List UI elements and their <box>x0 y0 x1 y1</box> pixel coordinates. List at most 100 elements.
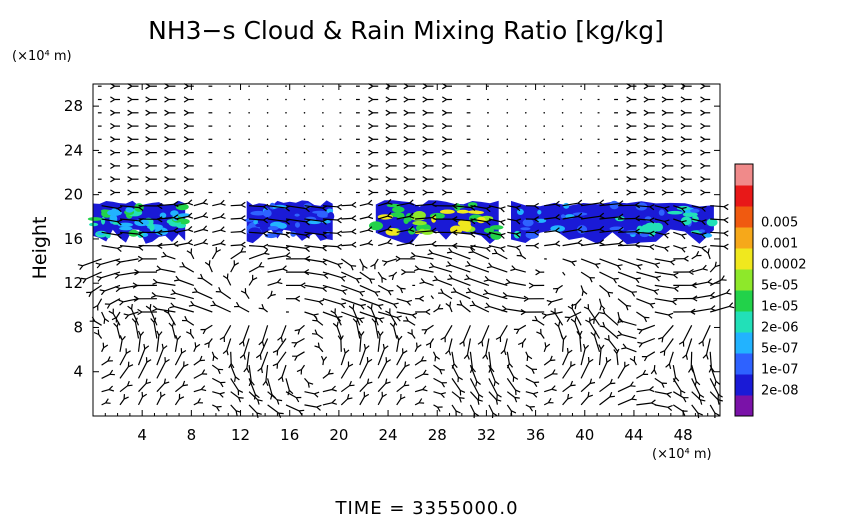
arrow-head <box>464 355 469 360</box>
arrow-shaft <box>139 397 143 405</box>
cloud-blob <box>520 227 530 230</box>
arrow-head <box>370 279 375 284</box>
arrow-dot <box>525 192 527 194</box>
colorbar-swatch <box>735 227 753 249</box>
arrow-head <box>188 226 193 231</box>
arrow-head <box>627 163 631 168</box>
arrow-head <box>638 265 643 270</box>
arrow-head <box>681 150 685 155</box>
arrow-shaft <box>663 325 673 337</box>
arrow-shaft <box>655 299 673 302</box>
wind-arrow <box>517 251 526 259</box>
wind-arrow <box>644 110 655 115</box>
wind-arrow <box>248 112 250 114</box>
wind-arrow <box>524 296 544 301</box>
arrow-head <box>441 393 446 398</box>
wind-arrow <box>507 405 516 416</box>
arrow-shaft <box>249 253 264 259</box>
wind-arrow <box>128 124 139 129</box>
arrow-head <box>442 137 446 142</box>
wind-arrow <box>580 165 582 167</box>
arrow-dot <box>285 139 287 141</box>
wind-arrow <box>304 178 306 180</box>
arrow-head <box>644 150 648 155</box>
wind-arrow <box>322 356 327 365</box>
wind-arrow <box>273 352 286 369</box>
wind-arrow <box>483 339 489 360</box>
arrow-head <box>483 355 488 360</box>
arrow-head <box>146 379 151 384</box>
arrow-shaft <box>305 299 320 302</box>
arrow-head <box>644 97 648 102</box>
arrow-head <box>572 261 577 266</box>
colorbar-swatch <box>735 248 753 270</box>
arrow-head <box>223 274 228 279</box>
arrow-head <box>627 190 631 195</box>
wind-arrow <box>710 392 723 405</box>
arrow-shaft <box>397 243 410 246</box>
arrow-head <box>441 337 446 342</box>
arrow-head <box>446 262 451 267</box>
arrow-shaft <box>655 272 674 275</box>
arrow-head <box>157 331 162 336</box>
arrow-shaft <box>600 362 607 378</box>
arrow-dot <box>525 139 527 141</box>
wind-arrow <box>532 316 544 325</box>
wind-arrow <box>102 343 108 352</box>
wind-arrow <box>658 325 673 342</box>
wind-arrow <box>470 352 475 373</box>
arrow-shaft <box>260 339 267 355</box>
wind-arrow <box>132 318 138 339</box>
arrow-head <box>724 231 728 236</box>
wind-arrow <box>562 139 564 141</box>
arrow-head <box>382 278 387 283</box>
wind-arrow <box>423 97 434 102</box>
arrow-head <box>701 150 705 155</box>
arrow-head <box>128 304 133 309</box>
wind-arrow <box>267 139 269 141</box>
arrow-shaft <box>360 384 368 392</box>
arrow-shaft <box>249 267 259 273</box>
arrow-head <box>146 163 150 168</box>
arrow-shaft <box>669 352 673 364</box>
cloud-blob <box>248 227 261 235</box>
wind-arrow <box>673 405 687 416</box>
cloud-segment <box>511 201 718 245</box>
arrow-dot <box>304 85 306 87</box>
arrow-shaft <box>544 361 550 366</box>
arrow-head <box>532 316 537 321</box>
arrow-head <box>279 413 284 418</box>
colorbar-label: 2e-06 <box>761 321 799 336</box>
colorbar-swatch <box>735 311 753 333</box>
arrow-head <box>442 163 446 168</box>
wind-arrow <box>704 248 710 259</box>
arrow-head <box>496 400 501 405</box>
arrow-shaft <box>489 392 497 400</box>
arrow-head <box>378 305 383 310</box>
arrow-shaft <box>424 282 433 285</box>
wind-arrow <box>681 177 692 182</box>
arrow-head <box>497 395 502 400</box>
y-axis-label: Height <box>29 217 51 280</box>
arrow-dot <box>248 192 250 194</box>
arrow-dot <box>580 125 582 127</box>
wind-arrow <box>415 356 426 365</box>
x-tick-label: 16 <box>280 426 299 444</box>
arrow-shaft <box>471 292 489 299</box>
arrow-head <box>460 342 465 347</box>
arrow-dot <box>580 165 582 167</box>
wind-arrow <box>305 378 314 387</box>
arrow-dot <box>580 112 582 114</box>
arrow-shaft <box>655 246 665 248</box>
arrow-head <box>494 381 499 386</box>
arrow-shaft <box>231 218 242 219</box>
wind-arrow <box>415 296 424 301</box>
y-unit-label: (×10⁴ m) <box>12 49 72 64</box>
arrow-head <box>256 355 261 360</box>
arrow-shaft <box>194 361 200 366</box>
arrow-head <box>600 306 605 311</box>
wind-arrow <box>580 112 582 114</box>
wind-arrow <box>386 124 397 129</box>
y-tick-label: 28 <box>64 97 83 115</box>
arrow-shaft <box>197 292 212 299</box>
